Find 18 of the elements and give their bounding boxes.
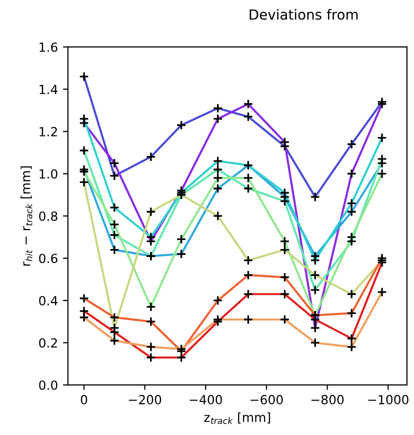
y-tick-label: 0.4 bbox=[39, 296, 58, 306]
x-tick-label: −400 bbox=[190, 394, 222, 404]
y-axis-title: r$_{hit}$ − r$_{track}$ [mm] bbox=[20, 166, 32, 266]
y-tick-label: 1.4 bbox=[40, 84, 58, 94]
x-tick-label: −800 bbox=[311, 394, 344, 404]
x-tick-label: −600 bbox=[250, 394, 283, 404]
y-tick-label: 0.2 bbox=[39, 338, 57, 348]
x-tick-label: −1000 bbox=[368, 394, 408, 404]
y-tick-label: 0.0 bbox=[39, 380, 58, 390]
y-tick-label: 1.6 bbox=[40, 42, 58, 52]
x-axis-title: z$_{track}$ [mm] bbox=[204, 412, 270, 424]
x-tick-label: −200 bbox=[128, 394, 162, 404]
y-tick-label: 0.8 bbox=[39, 211, 58, 221]
y-tick-label: 1.0 bbox=[40, 169, 58, 179]
chart-title: Deviations from bbox=[250, 9, 358, 20]
x-tick-label: 0 bbox=[80, 394, 88, 404]
y-tick-label: 0.6 bbox=[39, 254, 58, 264]
y-tick-label: 1.2 bbox=[40, 126, 57, 136]
